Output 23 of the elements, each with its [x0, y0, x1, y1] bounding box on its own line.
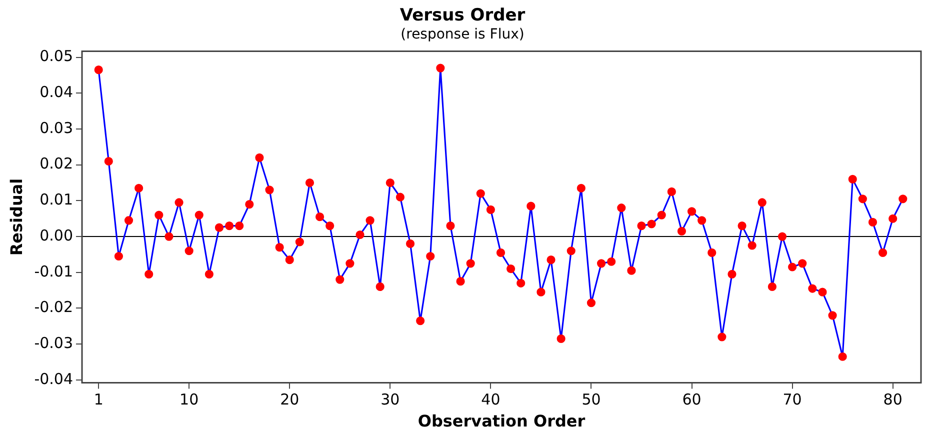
y-tick-label: -0.03 [34, 334, 74, 352]
y-tick-label: -0.01 [34, 262, 74, 280]
y-tick-label: -0.04 [34, 370, 74, 388]
x-tick-label: 60 [682, 390, 702, 409]
x-tick-label: 80 [883, 390, 902, 409]
x-tick-label: 30 [380, 390, 400, 409]
y-axis-title: Residual [6, 178, 26, 256]
chart-title: Versus Order [400, 6, 526, 26]
x-tick-label: 40 [481, 390, 500, 409]
y-tick-label: 0.03 [40, 118, 74, 137]
y-tick-label: 0.01 [40, 190, 74, 209]
x-tick-label: 1 [94, 390, 104, 409]
y-tick-label: -0.02 [34, 298, 74, 316]
chart-subtitle: (response is Flux) [400, 26, 524, 42]
x-tick-label: 50 [582, 390, 601, 409]
y-tick-label: 0.00 [40, 226, 74, 244]
x-tick-label: 10 [180, 390, 199, 409]
y-tick-label: 0.04 [40, 83, 74, 102]
x-tick-label: 20 [280, 390, 300, 409]
y-tick-label: 0.05 [40, 47, 74, 66]
x-axis-title: Observation Order [418, 412, 586, 431]
y-tick-label: 0.02 [40, 154, 74, 173]
x-tick-label: 70 [782, 390, 802, 409]
